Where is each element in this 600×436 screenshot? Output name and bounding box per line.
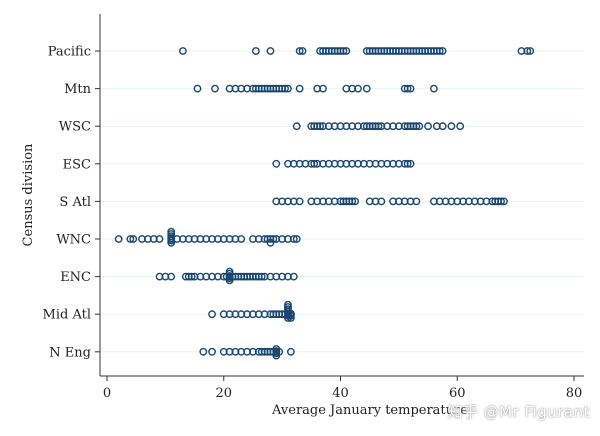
data-point	[447, 122, 456, 131]
data-point	[438, 47, 447, 55]
tick-labels: Pacific Mtn WSC ESC S Atl WNC ENC Mid Atl N Eng 0…	[43, 45, 583, 402]
data-point	[316, 122, 324, 131]
data-point	[289, 272, 298, 281]
data-point	[348, 197, 357, 206]
data-point	[208, 310, 216, 319]
data-point	[415, 122, 424, 131]
data-point	[269, 235, 278, 243]
data-point	[319, 84, 327, 93]
data-point	[424, 122, 432, 131]
data-point	[339, 47, 348, 55]
data-point	[199, 347, 208, 356]
data-point	[155, 235, 164, 243]
y-tick-label: ENC	[60, 270, 91, 285]
x-tick-label: 20	[215, 386, 232, 401]
data-point	[374, 122, 383, 131]
data-point	[251, 47, 260, 55]
plot-region	[100, 14, 584, 376]
data-point	[257, 272, 266, 281]
data-point	[281, 84, 289, 93]
data-point	[292, 235, 301, 243]
data-point	[266, 47, 275, 55]
data-point	[208, 347, 216, 356]
y-tick-label: Mid Atl	[43, 308, 91, 323]
y-tick-label: N Eng	[49, 345, 91, 360]
data-point	[289, 235, 298, 243]
data-point	[292, 122, 301, 131]
data-point	[284, 84, 292, 93]
data-point	[167, 272, 176, 281]
y-axis-label: Census division	[21, 143, 36, 246]
data-point	[412, 122, 421, 131]
watermark-text: 知乎 @Mr Figurant	[447, 403, 590, 421]
data-point	[310, 159, 319, 168]
data-point	[456, 122, 465, 131]
data-point	[211, 84, 219, 93]
data-point	[284, 300, 292, 309]
data-point	[438, 122, 447, 131]
data-point	[178, 47, 187, 55]
data-point	[126, 235, 135, 243]
y-tick-label: WNC	[56, 233, 91, 248]
data-point	[193, 84, 202, 93]
data-point	[351, 197, 359, 206]
data-point	[295, 47, 304, 55]
y-tick-label: ESC	[63, 157, 91, 172]
x-tick-label: 80	[566, 386, 583, 401]
data-point	[342, 47, 351, 55]
x-tick-label: 40	[332, 386, 349, 401]
data-point	[129, 235, 138, 243]
axes	[95, 14, 584, 381]
data-point	[497, 197, 505, 206]
data-point	[275, 347, 284, 356]
data-point	[523, 47, 532, 55]
data-point	[403, 159, 412, 168]
data-point	[286, 347, 295, 356]
gridlines	[100, 50, 584, 353]
data-point	[298, 47, 307, 55]
data-point	[435, 47, 444, 55]
data-point	[272, 159, 281, 168]
x-axis-label: Average January temperature	[271, 403, 468, 418]
data-point	[406, 159, 415, 168]
data-point	[295, 84, 304, 93]
x-tick-label: 60	[449, 386, 466, 401]
data-point	[167, 227, 176, 236]
y-tick-label: S Atl	[59, 195, 91, 210]
data-point	[403, 84, 412, 93]
data-point	[187, 272, 196, 281]
data-point	[354, 84, 362, 93]
data-point	[412, 197, 421, 206]
data-point	[526, 47, 535, 55]
data-point	[377, 197, 386, 206]
y-tick-label: WSC	[59, 120, 91, 135]
y-tick-label: Pacific	[48, 45, 91, 60]
data-point	[362, 84, 371, 93]
data-point	[114, 235, 123, 243]
data-point	[406, 84, 415, 93]
data-point	[295, 197, 304, 206]
data-point	[429, 84, 438, 93]
x-tick-label: 0	[103, 386, 111, 401]
y-tick-label: Mtn	[64, 82, 92, 97]
data-point	[237, 235, 246, 243]
data-point	[286, 309, 295, 318]
data-points	[114, 47, 535, 360]
data-point	[500, 197, 508, 206]
